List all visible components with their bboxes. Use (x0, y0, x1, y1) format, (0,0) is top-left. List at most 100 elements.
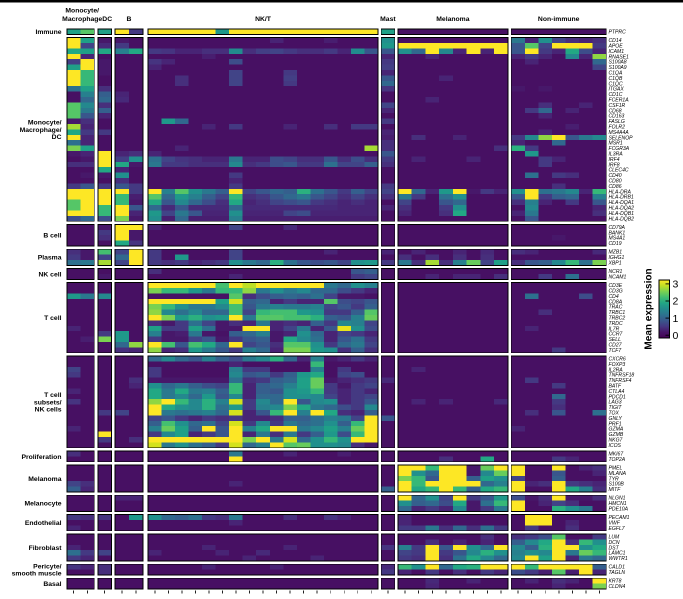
svg-text:HLA-DQA2: HLA-DQA2 (609, 206, 635, 212)
svg-text:CD19: CD19 (609, 241, 622, 247)
svg-text:WWTR1: WWTR1 (609, 556, 628, 562)
svg-text:Mean expression: Mean expression (644, 268, 655, 349)
svg-text:NLGN1: NLGN1 (609, 496, 626, 502)
svg-text:FASLG: FASLG (609, 119, 625, 125)
svg-text:1: 1 (673, 313, 679, 325)
svg-text:CLEC4C: CLEC4C (609, 168, 629, 174)
svg-text:TRDC: TRDC (609, 321, 623, 327)
svg-text:LAG3: LAG3 (609, 400, 622, 406)
svg-text:FCGR3A: FCGR3A (609, 146, 630, 152)
svg-text:KRT8: KRT8 (609, 579, 622, 585)
svg-text:TOX: TOX (609, 411, 620, 417)
svg-text:IL7R: IL7R (609, 326, 620, 332)
svg-text:LUM: LUM (609, 535, 621, 541)
svg-text:Pericyte/: Pericyte/ (33, 563, 61, 570)
svg-text:IRF4: IRF4 (609, 157, 620, 163)
svg-text:Macrophage/: Macrophage/ (20, 127, 62, 134)
svg-text:CD68: CD68 (609, 108, 622, 114)
svg-text:C1QB: C1QB (609, 76, 623, 82)
svg-text:C1QC: C1QC (609, 81, 623, 87)
svg-text:NK cell: NK cell (38, 271, 61, 278)
svg-text:NCR1: NCR1 (609, 269, 623, 275)
svg-text:MLANA: MLANA (609, 471, 627, 477)
svg-text:Basal: Basal (43, 581, 61, 588)
svg-text:MZB1: MZB1 (609, 250, 623, 256)
svg-text:PDE10A: PDE10A (609, 507, 629, 513)
svg-text:0: 0 (673, 330, 679, 342)
svg-text:MKI67: MKI67 (609, 452, 624, 458)
svg-text:CSF1R: CSF1R (609, 103, 626, 109)
svg-text:FCER1A: FCER1A (609, 98, 630, 104)
svg-text:TRAC: TRAC (609, 305, 623, 311)
svg-text:HLA-DRB1: HLA-DRB1 (609, 195, 634, 201)
svg-text:XBP1: XBP1 (608, 261, 622, 267)
svg-text:Macrophage: Macrophage (62, 16, 102, 23)
svg-text:CD40: CD40 (609, 173, 622, 179)
svg-text:APOE: APOE (608, 44, 624, 50)
svg-text:PDCD1: PDCD1 (609, 394, 626, 400)
svg-text:CD163: CD163 (609, 114, 625, 120)
svg-text:RNASE1: RNASE1 (609, 54, 630, 60)
svg-text:CD14: CD14 (609, 38, 622, 44)
svg-text:S100A8: S100A8 (609, 60, 627, 66)
svg-text:GZMA: GZMA (609, 427, 624, 433)
svg-text:TAGLN: TAGLN (609, 570, 626, 576)
svg-text:ITGAX: ITGAX (609, 87, 625, 93)
svg-text:IL2RA: IL2RA (609, 367, 624, 373)
svg-text:TRBC2: TRBC2 (609, 316, 626, 322)
svg-text:Endothelial: Endothelial (25, 520, 62, 527)
svg-text:T cell: T cell (44, 315, 61, 322)
svg-text:GNLY: GNLY (609, 416, 623, 422)
svg-text:Melanoma: Melanoma (436, 16, 469, 23)
svg-text:Mast: Mast (380, 16, 396, 23)
svg-text:ICAM1: ICAM1 (609, 49, 625, 55)
svg-text:S100B: S100B (609, 482, 625, 488)
svg-text:HLA-DQA1: HLA-DQA1 (609, 200, 635, 206)
svg-text:TOP2A: TOP2A (609, 457, 626, 463)
svg-text:2: 2 (673, 296, 679, 308)
svg-text:HLA-DRA: HLA-DRA (609, 189, 632, 195)
svg-text:IL3RA: IL3RA (609, 152, 624, 158)
svg-text:subsets/: subsets/ (34, 399, 62, 406)
svg-text:VWF: VWF (609, 521, 621, 527)
svg-text:SELENOP: SELENOP (609, 135, 634, 141)
svg-text:B cell: B cell (43, 233, 61, 240)
svg-text:B: B (126, 16, 131, 23)
svg-text:S100A9: S100A9 (609, 65, 627, 71)
svg-text:EGFL7: EGFL7 (609, 526, 625, 532)
svg-text:GZMB: GZMB (609, 432, 624, 438)
svg-text:IRF8: IRF8 (609, 162, 620, 168)
svg-text:HLA-DQB1: HLA-DQB1 (609, 211, 635, 217)
svg-text:PECAM1: PECAM1 (609, 515, 630, 521)
svg-text:T cell: T cell (44, 392, 61, 399)
svg-text:Plasma: Plasma (38, 255, 62, 262)
svg-text:BATF: BATF (609, 384, 623, 390)
svg-text:PRF1: PRF1 (609, 421, 622, 427)
svg-text:CALD1: CALD1 (609, 565, 626, 571)
svg-text:NCAM1: NCAM1 (609, 275, 627, 281)
svg-text:DCN: DCN (609, 540, 620, 546)
svg-text:DST: DST (609, 545, 620, 551)
svg-text:TCF7: TCF7 (609, 348, 622, 354)
svg-text:PTPRC: PTPRC (609, 30, 627, 36)
svg-text:PMEL: PMEL (609, 466, 623, 472)
svg-text:TNFRSF18: TNFRSF18 (609, 373, 635, 379)
svg-text:DC: DC (52, 134, 62, 141)
svg-text:Monocyte/: Monocyte/ (65, 8, 99, 15)
svg-text:FOLR2: FOLR2 (609, 125, 626, 131)
svg-text:NKG7: NKG7 (609, 438, 623, 444)
svg-text:CD80: CD80 (609, 179, 622, 185)
svg-text:CD79A: CD79A (609, 225, 626, 231)
svg-text:CLDN4: CLDN4 (609, 584, 626, 590)
svg-text:CD8A: CD8A (609, 299, 623, 305)
svg-text:CD1C: CD1C (609, 92, 623, 98)
svg-text:HMCN1: HMCN1 (609, 501, 627, 507)
svg-text:DC: DC (102, 16, 112, 23)
svg-text:3: 3 (673, 279, 679, 291)
svg-text:FOXP3: FOXP3 (609, 362, 626, 368)
svg-text:smooth muscle: smooth muscle (12, 571, 62, 578)
svg-text:MITF: MITF (609, 487, 622, 493)
svg-text:Fibroblast: Fibroblast (29, 545, 63, 552)
svg-text:C1QA: C1QA (609, 71, 623, 77)
svg-text:Melanoma: Melanoma (28, 476, 61, 483)
